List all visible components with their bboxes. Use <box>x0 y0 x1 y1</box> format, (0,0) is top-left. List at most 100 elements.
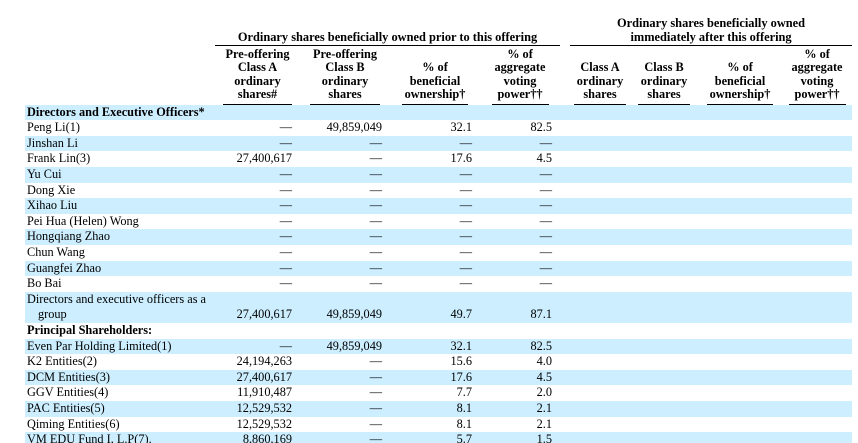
group-header-prior-offering: Ordinary shares beneficially owned prior… <box>215 0 561 46</box>
cell-value <box>630 120 698 136</box>
cell-value: — <box>279 276 292 291</box>
cell-value <box>570 229 631 245</box>
cell-value: — <box>215 260 300 277</box>
cell-value <box>698 214 782 230</box>
cell-value: — <box>390 167 480 183</box>
column-gap <box>560 104 571 121</box>
cell-value <box>782 432 853 443</box>
cell-value <box>570 120 630 136</box>
cell-value <box>630 417 698 433</box>
table-row: Dong Xie — — — — <box>25 183 852 199</box>
cell-value <box>630 385 698 401</box>
cell-value: 8.1 <box>390 400 480 417</box>
cell-value <box>570 291 631 323</box>
cell-value: — <box>279 244 292 259</box>
cell-value <box>630 104 699 121</box>
cell-value <box>570 338 631 355</box>
cell-value: 12,529,532 <box>215 400 300 417</box>
cell-value <box>698 229 783 245</box>
cell-value <box>782 167 853 183</box>
cell-value <box>698 120 782 136</box>
cell-value <box>782 354 852 370</box>
row-label: DCM Entities(3) <box>25 369 215 386</box>
cell-value: 82.5 <box>480 338 561 355</box>
cell-value <box>698 260 783 277</box>
row-label: Xihao Liu <box>25 198 215 214</box>
cell-value <box>698 135 783 152</box>
cell-value <box>698 151 782 167</box>
cell-value <box>782 369 853 386</box>
column-header-voting-power-prior: % of aggregate voting power†† <box>480 46 560 105</box>
cell-value: — <box>480 167 561 183</box>
cell-value: — <box>300 167 390 183</box>
table-row: Directors and Executive Officers* <box>25 104 853 121</box>
cell-value <box>698 198 783 214</box>
row-label: Peng Li(1) <box>27 120 80 135</box>
column-gap <box>560 354 570 370</box>
column-gap <box>560 338 571 355</box>
cell-value: — <box>279 182 292 197</box>
cell-value <box>630 432 699 443</box>
cell-value <box>630 400 699 417</box>
group-header-after-offering-label: Ordinary shares beneficially owned immed… <box>617 16 806 44</box>
column-gap <box>560 276 570 292</box>
cell-value: — <box>300 432 390 443</box>
cell-value: — <box>215 135 300 152</box>
cell-value: — <box>459 276 472 291</box>
column-gap <box>560 400 571 417</box>
cell-value: — <box>539 213 553 228</box>
cell-value <box>782 104 853 121</box>
column-header-beneficial-ownership-prior: % of beneficial ownership† <box>390 46 480 105</box>
cell-value: — <box>279 213 292 228</box>
cell-value <box>630 245 698 261</box>
column-gap <box>560 229 571 245</box>
table-row: Hongqiang Zhao — — — — <box>25 229 853 245</box>
cell-value: 17.6 <box>390 369 480 386</box>
cell-value <box>570 417 630 433</box>
column-header-class-b-after: Class B ordinary shares <box>630 46 698 105</box>
table-row: Principal Shareholders: <box>25 323 852 339</box>
column-gap <box>560 120 570 136</box>
cell-value: 49,859,049 <box>300 338 390 355</box>
table-row: Guangfei Zhao — — — — <box>25 260 853 277</box>
cell-value <box>630 354 698 370</box>
cell-value: — <box>300 135 390 152</box>
cell-value: 15.6 <box>450 354 472 369</box>
cell-value <box>698 245 782 261</box>
cell-value: — <box>459 213 472 228</box>
name-column-header-blank <box>25 46 215 105</box>
row-label: GGV Entities(4) <box>27 385 109 400</box>
cell-value <box>570 151 630 167</box>
cell-value <box>630 291 699 323</box>
cell-value <box>480 323 560 339</box>
cell-value: 32.1 <box>390 338 480 355</box>
row-label: Chun Wang <box>27 244 85 259</box>
cell-value <box>698 338 783 355</box>
cell-value: — <box>480 198 561 214</box>
cell-value <box>782 135 853 152</box>
column-gap <box>560 323 570 339</box>
cell-value: — <box>390 135 480 152</box>
column-gap <box>560 385 570 401</box>
cell-value: — <box>215 338 300 355</box>
cell-value <box>782 385 852 401</box>
cell-value: 2.0 <box>536 385 553 400</box>
cell-value: 24,194,263 <box>236 354 292 369</box>
cell-value <box>698 354 782 370</box>
cell-value: — <box>480 260 561 277</box>
group-header-prior-offering-label: Ordinary shares beneficially owned prior… <box>237 30 538 44</box>
cell-value <box>630 323 698 339</box>
row-label: Yu Cui <box>25 167 215 183</box>
row-label-line2: group <box>38 307 67 322</box>
column-gap <box>560 198 571 214</box>
cell-value: — <box>279 120 292 135</box>
cell-value <box>570 198 631 214</box>
cell-value <box>782 183 852 199</box>
cell-value <box>570 183 630 199</box>
column-gap <box>560 151 570 167</box>
cell-value: — <box>539 182 553 197</box>
cell-value: 2.1 <box>536 416 553 431</box>
column-header-voting-power-after: % of aggregate voting power†† <box>782 46 852 105</box>
column-header-row: Pre-offering Class A ordinary shares# Pr… <box>25 46 852 105</box>
